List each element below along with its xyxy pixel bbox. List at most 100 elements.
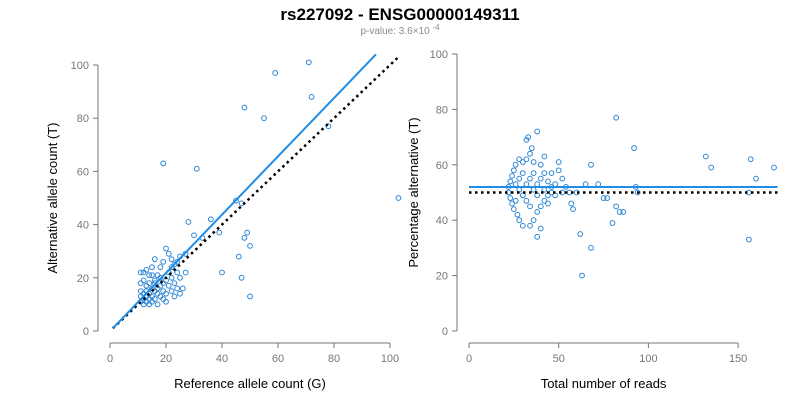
chart-title: rs227092 - ENSG00000149311 (280, 5, 519, 24)
data-point (160, 258, 167, 265)
data-point (235, 253, 242, 260)
data-point (519, 170, 526, 177)
data-point (185, 219, 192, 225)
data-point (163, 290, 169, 297)
x-tick-label: 50 (553, 353, 565, 365)
data-point (174, 269, 181, 276)
data-point (579, 272, 585, 279)
data-point (519, 192, 526, 199)
data-point (305, 59, 312, 66)
data-point (179, 285, 186, 292)
data-point (570, 206, 576, 213)
data-point (541, 153, 548, 160)
data-point (613, 114, 620, 121)
data-point (530, 159, 537, 165)
data-point (528, 145, 535, 152)
data-point (193, 165, 200, 172)
x-axis-title: Reference allele count (G) (174, 376, 326, 391)
data-point (514, 211, 521, 218)
y-tick-label: 100 (430, 49, 448, 61)
data-point (163, 245, 169, 252)
data-point (634, 189, 641, 196)
data-point (137, 269, 144, 276)
y-axis-title: Alternative allele count (T) (45, 122, 60, 273)
data-point (523, 156, 530, 163)
data-point (165, 250, 172, 257)
data-point (233, 197, 239, 204)
data-point (537, 161, 544, 168)
data-point (527, 222, 533, 229)
data-point (512, 161, 519, 168)
data-point (140, 269, 147, 276)
data-point (537, 175, 544, 182)
data-point (519, 222, 526, 229)
y-tick-label: 80 (436, 104, 448, 116)
data-point (168, 256, 175, 263)
data-point (151, 277, 158, 284)
data-point (537, 203, 544, 210)
data-point (600, 195, 607, 201)
data-point (527, 175, 533, 182)
data-point (216, 229, 223, 236)
x-tick-label: 100 (639, 353, 657, 365)
data-point (534, 208, 541, 215)
data-point (509, 200, 515, 207)
data-point (708, 164, 715, 171)
data-point (516, 217, 523, 224)
data-point (523, 136, 530, 143)
data-point (530, 217, 537, 224)
data-point (168, 274, 175, 281)
data-point (177, 274, 183, 281)
data-point (613, 203, 620, 210)
data-point (631, 145, 637, 152)
data-point (548, 170, 555, 177)
x-tick-label: 40 (216, 353, 228, 365)
data-point (149, 272, 155, 279)
data-point (516, 156, 523, 163)
data-point (541, 197, 548, 204)
data-point (555, 167, 562, 174)
data-point (534, 128, 541, 135)
data-point (609, 220, 616, 226)
data-point (165, 282, 172, 289)
y-tick-label: 20 (436, 271, 448, 283)
data-point (168, 264, 175, 271)
data-point (509, 172, 515, 179)
y-tick-label: 20 (77, 273, 89, 285)
x-tick-label: 20 (160, 353, 172, 365)
data-point (616, 208, 623, 215)
data-point (568, 200, 575, 207)
allele-count-scatter-panel: 0 20 40 60 80 100 0 20 40 60 80 100 Reference allele… (45, 53, 402, 391)
x-tick-label: 60 (272, 353, 284, 365)
data-point (523, 181, 530, 188)
data-point (325, 123, 332, 130)
data-point (523, 197, 530, 204)
data-point (143, 282, 150, 289)
data-point (588, 245, 594, 251)
data-point (771, 164, 777, 171)
data-point (207, 216, 214, 223)
data-point (519, 159, 526, 165)
data-point (160, 160, 167, 167)
data-point (308, 94, 315, 100)
y-tick-label: 0 (442, 326, 448, 338)
data-point (545, 178, 551, 185)
data-point (577, 231, 584, 237)
data-point (149, 264, 155, 271)
data-point (395, 195, 402, 201)
data-point (507, 195, 514, 201)
data-point (241, 235, 248, 241)
data-point (137, 280, 144, 287)
y-tick-label: 40 (436, 215, 448, 227)
data-point (527, 203, 533, 210)
y-tick-label: 60 (436, 160, 448, 172)
data-point (238, 274, 245, 281)
data-point (177, 290, 183, 297)
x-tick-label: 100 (381, 353, 399, 365)
percentage-alternative-scatter-panel: 0 50 100 150 0 20 40 60 80 100 Total number of rea… (406, 49, 778, 391)
data-point (140, 301, 147, 308)
p-value-text: p-value: 3.6×10 (360, 26, 430, 37)
data-point (171, 293, 178, 300)
reference-dotted-line (111, 56, 400, 330)
